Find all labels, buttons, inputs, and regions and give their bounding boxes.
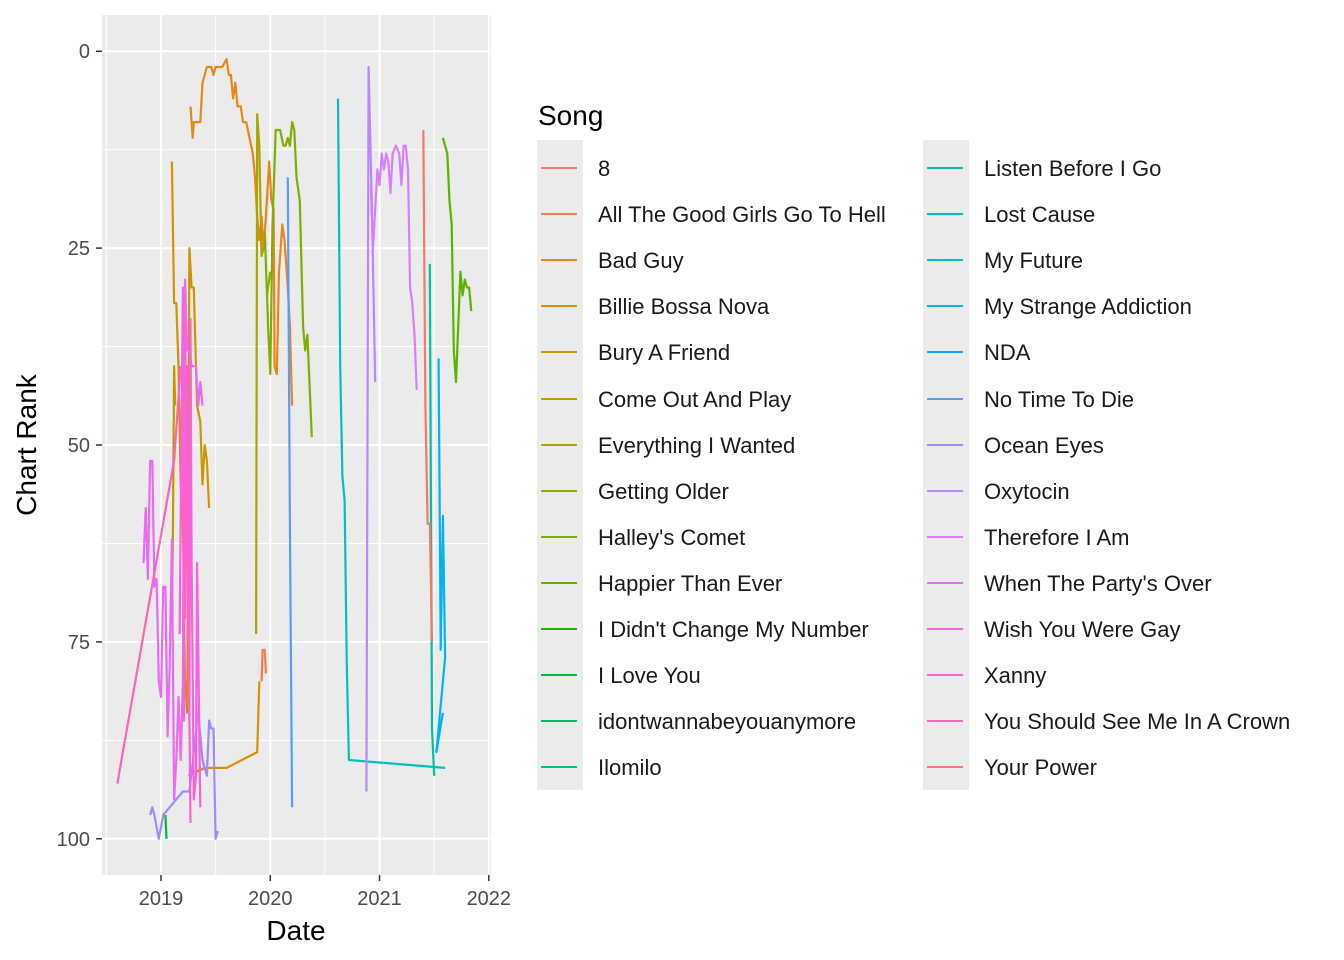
legend-label: My Strange Addiction <box>984 294 1192 320</box>
legend-label: I Love You <box>598 663 701 689</box>
legend-key-line <box>927 581 963 584</box>
legend-label: Listen Before I Go <box>984 156 1162 181</box>
legend-label: Everything I Wanted <box>598 432 796 458</box>
legend-key-line <box>541 167 577 169</box>
series-line-happier-than-ever <box>441 137 473 384</box>
legend-label: Come Out And Play <box>598 386 792 412</box>
legend-key-line <box>927 167 963 169</box>
legend-key-line <box>927 489 963 492</box>
series-line-you-should-see-me-in-a-crown <box>116 366 182 784</box>
major-gridlines <box>102 15 491 875</box>
legend-key-line <box>927 674 963 677</box>
legend-key-line <box>927 720 963 723</box>
series-line-no-time-to-die <box>286 177 294 808</box>
legend-key-line <box>541 397 577 400</box>
y-tick-label: 50 <box>68 435 90 457</box>
series-line-all-the-good-girls-go-to-hell <box>260 648 267 682</box>
legend-label: Halley's Comet <box>598 524 746 550</box>
legend-label: When The Party's Over <box>984 570 1212 596</box>
series-line-bad-guy <box>189 58 294 406</box>
legend-label: Xanny <box>984 663 1047 689</box>
legend-key-line <box>927 213 963 216</box>
series-lines <box>116 58 473 840</box>
legend-label: 8 <box>598 156 611 181</box>
legend-label: idontwannabeyouanymore <box>598 709 857 735</box>
series-line-your-power <box>422 129 434 642</box>
legend-key-line <box>541 535 577 538</box>
series-line-oxytocin <box>365 65 377 792</box>
legend-label: Getting Older <box>598 478 729 504</box>
legend-key-column-1 <box>537 140 583 790</box>
legend-key-line <box>927 443 963 446</box>
y-tick-label: 100 <box>57 829 90 851</box>
legend-label: Bad Guy <box>598 248 684 274</box>
axes: 2019 2020 2021 2022 0 25 50 75 100 <box>57 41 511 910</box>
legend-label: My Future <box>984 248 1084 274</box>
legend-label: You Should See Me In A Crown <box>984 709 1291 735</box>
y-tick-label: 0 <box>79 41 90 63</box>
series-line-i-love-you <box>164 815 168 839</box>
x-tick-label: 2021 <box>357 888 402 910</box>
legend-key-line <box>541 259 577 262</box>
legend-key-line <box>927 628 963 630</box>
legend-key-line <box>541 443 577 446</box>
legend-key-line <box>927 351 963 354</box>
legend-key-line <box>927 535 963 538</box>
legend-label: Happier Than Ever <box>598 570 783 596</box>
legend-title: Song <box>538 100 604 131</box>
legend-label: All The Good Girls Go To Hell <box>598 202 886 228</box>
series-line-everything-i-wanted <box>255 113 265 635</box>
legend-key-line <box>541 213 577 216</box>
legend-label: Wish You Were Gay <box>984 617 1181 642</box>
series-line-xanny <box>181 365 192 824</box>
x-tick-label: 2020 <box>248 888 293 910</box>
x-tick-label: 2022 <box>467 888 512 910</box>
legend-label: Therefore I Am <box>984 524 1130 550</box>
legend-key-line <box>927 397 963 400</box>
x-tick-label: 2019 <box>139 888 184 910</box>
series-line-listen-before-i-go <box>428 263 436 776</box>
x-axis-title: Date <box>266 915 325 946</box>
series-line-lost-cause <box>336 98 446 769</box>
series-line-therefore-i-am <box>369 144 418 390</box>
legend-label: Bury A Friend <box>598 340 731 366</box>
legend-label: Lost Cause <box>984 202 1096 228</box>
legend-label: Oxytocin <box>984 478 1070 504</box>
legend-label: Ilomilo <box>598 755 662 781</box>
y-tick-label: 25 <box>68 238 90 260</box>
legend-key-line <box>541 305 577 308</box>
legend-key-line <box>541 674 577 677</box>
legend-label: Your Power <box>984 755 1097 781</box>
legend-key-line <box>541 720 577 723</box>
y-tick-label: 75 <box>68 632 90 654</box>
legend-label: Ocean Eyes <box>984 432 1104 458</box>
legend-key-line <box>927 305 963 308</box>
legend-key-line <box>541 351 577 354</box>
series-line-my-strange-addiction <box>435 358 447 754</box>
series-line-halley-s-comet <box>263 121 313 438</box>
legend-key-line <box>541 489 577 492</box>
y-axis-title: Chart Rank <box>11 373 42 516</box>
series-line-bury-a-friend <box>170 161 211 714</box>
legend-label: No Time To Die <box>984 386 1134 412</box>
series-line-wish-you-were-gay <box>178 286 202 808</box>
legend-key-line <box>541 766 577 769</box>
legend-key-line <box>927 259 963 262</box>
legend-label: NDA <box>984 340 1031 366</box>
legend-key-line <box>541 628 577 630</box>
legend-key-line <box>541 581 577 584</box>
legend-key-line <box>927 766 963 769</box>
legend-label: Billie Bossa Nova <box>598 294 770 320</box>
legend-key-column-2 <box>923 140 969 790</box>
legend-label: I Didn't Change My Number <box>598 617 869 642</box>
